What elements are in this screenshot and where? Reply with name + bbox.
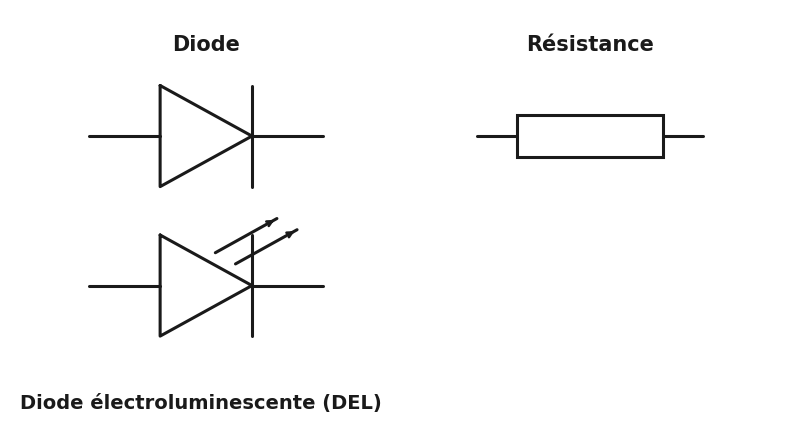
Text: Diode électroluminescente (DEL): Diode électroluminescente (DEL) <box>20 394 382 413</box>
FancyBboxPatch shape <box>517 115 663 157</box>
Text: Résistance: Résistance <box>526 35 654 55</box>
Text: Diode: Diode <box>172 35 240 55</box>
